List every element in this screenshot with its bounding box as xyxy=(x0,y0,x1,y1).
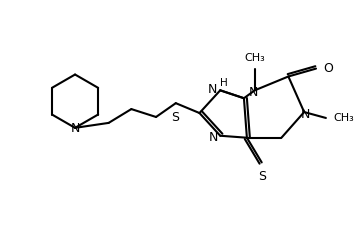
Text: S: S xyxy=(171,111,179,124)
Text: S: S xyxy=(258,170,266,183)
Text: N: N xyxy=(208,83,217,96)
Text: H: H xyxy=(220,78,228,88)
Text: N: N xyxy=(209,131,218,144)
Text: CH₃: CH₃ xyxy=(245,53,265,63)
Text: CH₃: CH₃ xyxy=(334,113,354,123)
Text: N: N xyxy=(300,107,310,121)
Text: N: N xyxy=(249,86,258,99)
Text: O: O xyxy=(323,62,333,75)
Text: N: N xyxy=(71,122,80,135)
